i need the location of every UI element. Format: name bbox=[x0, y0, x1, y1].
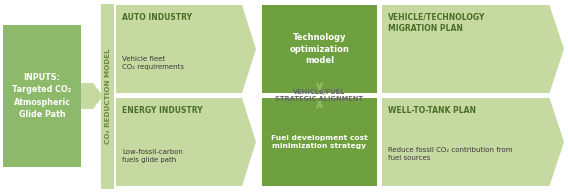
Text: Reduce fossil CO₂ contribution from
fuel sources: Reduce fossil CO₂ contribution from fuel… bbox=[388, 147, 512, 161]
Polygon shape bbox=[116, 98, 256, 186]
Polygon shape bbox=[81, 83, 103, 109]
Text: AUTO INDUSTRY: AUTO INDUSTRY bbox=[122, 13, 192, 22]
Polygon shape bbox=[116, 5, 256, 93]
Text: Fuel development cost
minimization strategy: Fuel development cost minimization strat… bbox=[271, 135, 368, 149]
Bar bbox=[262, 5, 377, 93]
Polygon shape bbox=[382, 5, 564, 93]
Text: ENERGY INDUSTRY: ENERGY INDUSTRY bbox=[122, 106, 203, 115]
Text: VEHICLE/FUEL
STRATEGIC ALIGNMENT: VEHICLE/FUEL STRATEGIC ALIGNMENT bbox=[275, 89, 364, 102]
Polygon shape bbox=[382, 98, 564, 186]
Bar bbox=[101, 4, 114, 189]
Text: VEHICLE/TECHNOLOGY
MIGRATION PLAN: VEHICLE/TECHNOLOGY MIGRATION PLAN bbox=[388, 13, 486, 33]
Text: Technology
optimization
model: Technology optimization model bbox=[290, 33, 349, 65]
Bar bbox=[262, 98, 377, 186]
Text: INPUTS:
Targeted CO₂
Atmospheric
Glide Path: INPUTS: Targeted CO₂ Atmospheric Glide P… bbox=[12, 73, 72, 119]
Text: Low-fossil-carbon
fuels glide path: Low-fossil-carbon fuels glide path bbox=[122, 149, 183, 163]
Text: Vehicle fleet
CO₂ requirements: Vehicle fleet CO₂ requirements bbox=[122, 56, 184, 70]
Text: WELL-TO-TANK PLAN: WELL-TO-TANK PLAN bbox=[388, 106, 476, 115]
Bar bbox=[3, 25, 81, 167]
Text: CO₂ REDUCTION MODEL: CO₂ REDUCTION MODEL bbox=[105, 49, 111, 144]
